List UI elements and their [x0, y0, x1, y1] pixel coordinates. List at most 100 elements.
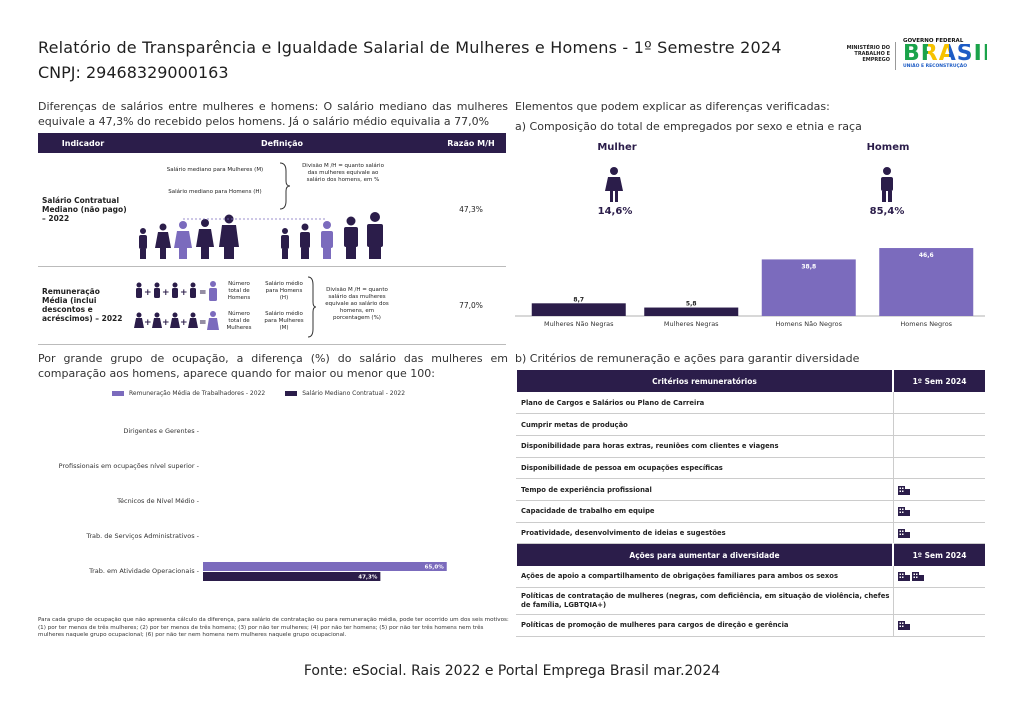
men-label: Homem	[866, 142, 910, 153]
category-label: Mulheres Negras	[664, 320, 719, 328]
table-row: Proatividade, desenvolvimento de ideias …	[516, 522, 985, 545]
actions-period-header: 1º Sem 2024	[892, 543, 985, 566]
avg-division-text: Divisão M /H = quanto salário das mulher…	[325, 286, 389, 321]
table-row: Disponibilidade para horas extras, reuni…	[516, 435, 985, 458]
ministry-label: MINISTÉRIO DO TRABALHO E EMPREGO	[846, 45, 890, 63]
bar-value-label: 8,7	[573, 296, 584, 303]
building-icon	[897, 572, 910, 582]
occupation-footnote: Para cada grupo de ocupação que não apre…	[38, 617, 509, 638]
category-label: Dirigentes e Gerentes -	[123, 427, 199, 435]
legend-swatch	[112, 391, 124, 396]
criteria-mark	[892, 413, 985, 436]
svg-text:+: +	[162, 288, 170, 298]
category-label: Homens Não Negros	[775, 320, 842, 328]
svg-text:+: +	[162, 318, 170, 328]
legend-label: Remuneração Média de Trabalhadores - 202…	[129, 390, 266, 397]
legend-item: Salário Mediano Contratual - 2022	[285, 390, 405, 397]
avg-men-label: Salário médio para Homens (H)	[265, 280, 303, 301]
category-label: Trab. em Atividade Operacionais -	[88, 567, 200, 575]
table-row: Plano de Cargos e Salários ou Plano de C…	[516, 392, 985, 415]
occupation-bar	[203, 572, 381, 581]
def-median-division: Divisão M /H = quanto salário das mulher…	[302, 163, 384, 183]
legend-swatch	[285, 391, 298, 396]
table-row: Políticas de contratação de mulheres (ne…	[516, 587, 985, 615]
definition-average: + + + = + + + = Número total de Homens	[128, 266, 436, 345]
category-label: Profissionais em ocupações nível superio…	[59, 462, 200, 470]
table-row: Ações de apoio a compartilhamento de obr…	[516, 565, 985, 588]
def-median-men: Salário mediano para Homens (H)	[168, 189, 262, 195]
criteria-label: Disponibilidade para horas extras, reuni…	[516, 435, 893, 458]
occupation-chart: Dirigentes e Gerentes - Profissionais em …	[38, 410, 510, 585]
people-figures-icon	[139, 212, 383, 259]
criteria-label: Plano de Cargos e Salários ou Plano de C…	[516, 392, 893, 415]
composition-subtitle: a) Composição do total de empregados por…	[515, 120, 862, 133]
composition-chart: 8,7 Mulheres Não Negras 5,8 Mulheres Negras…	[515, 240, 985, 332]
criteria-label: Capacidade de trabalho em equipe	[516, 500, 893, 523]
criteria-mark	[892, 614, 985, 637]
building-icon	[897, 485, 910, 495]
total-women-label: Número total de Mulheres	[226, 310, 252, 331]
svg-text:+: +	[144, 288, 152, 298]
woman-icon	[605, 167, 623, 202]
table-row: Cumprir metas de produção	[516, 413, 985, 436]
table-row: Tempo de experiência profissional	[516, 478, 985, 501]
indicator-median: Salário Contratual Mediano (não pago) – …	[38, 153, 128, 267]
category-label: Mulheres Não Negras	[544, 320, 614, 328]
def-median-women: Salário mediano para Mulheres (M)	[166, 167, 264, 173]
men-pct: 85,4%	[869, 206, 905, 217]
svg-text:=: =	[199, 318, 207, 328]
criteria-mark	[892, 500, 985, 523]
legend-item: Remuneração Média de Trabalhadores - 202…	[112, 390, 265, 397]
criteria-period-header: 1º Sem 2024	[892, 370, 985, 392]
criteria-subtitle: b) Critérios de remuneração e ações para…	[515, 352, 860, 365]
salary-intro: Diferenças de salários entre mulheres e …	[38, 100, 508, 128]
criteria-mark	[892, 522, 985, 545]
occupation-legend: Remuneração Média de Trabalhadores - 202…	[112, 390, 405, 397]
criteria-mark	[892, 565, 985, 588]
criteria-label: Tempo de experiência profissional	[516, 478, 893, 501]
category-label: Trab. de Serviços Administrativos -	[85, 532, 199, 540]
svg-text:+: +	[144, 318, 152, 328]
report-title: Relatório de Transparência e Igualdade S…	[38, 38, 782, 57]
bar-value-label: 38,8	[801, 263, 816, 270]
col-indicator: Indicador	[38, 133, 128, 153]
category-label: Técnicos de Nível Médio -	[116, 497, 200, 505]
bar-value-label: 65,0%	[425, 565, 445, 571]
indicator-average: Remuneração Média (inclui descontos e ac…	[38, 266, 128, 345]
col-definition: Definição	[128, 133, 436, 153]
criteria-label: Disponibilidade de pessoa em ocupações e…	[516, 457, 893, 480]
composition-bar	[761, 259, 856, 316]
criteria-label: Políticas de contratação de mulheres (ne…	[516, 587, 893, 615]
legend-label: Salário Mediano Contratual - 2022	[302, 390, 406, 397]
criteria-mark	[892, 478, 985, 501]
brace-icon	[307, 276, 317, 337]
criteria-mark	[892, 392, 985, 415]
bar-value-label: 47,3%	[358, 575, 378, 581]
criteria-mark	[892, 435, 985, 458]
source-footer: Fonte: eSocial. Rais 2022 e Portal Empre…	[303, 663, 721, 679]
indicator-table: Indicador Definição Razão M/H Salário Co…	[38, 133, 506, 345]
ratio-average: 77,0%	[436, 266, 506, 345]
criteria-table: Critérios remuneratórios 1º Sem 2024 Pla…	[515, 370, 985, 637]
women-pct: 14,6%	[597, 206, 633, 217]
women-label: Mulher	[597, 142, 637, 153]
bar-value-label: 46,6	[919, 252, 934, 259]
brace-icon	[279, 162, 291, 210]
table-row: Remuneração Média (inclui descontos e ac…	[38, 266, 506, 345]
building-icon	[911, 572, 924, 582]
total-men-label: Número total de Homens	[227, 280, 251, 301]
svg-text:+: +	[180, 318, 188, 328]
occupation-title: Por grande grupo de ocupação, a diferenç…	[38, 352, 508, 380]
criteria-mark	[892, 587, 985, 615]
logo-bottom-text: UNIÃO E RECONSTRUÇÃO	[903, 64, 968, 69]
table-row: Disponibilidade de pessoa em ocupações e…	[516, 457, 985, 480]
right-title: Elementos que podem explicar as diferenç…	[515, 100, 830, 113]
logo-top-text: GOVERNO FEDERAL	[903, 38, 964, 44]
table-row: Capacidade de trabalho em equipe	[516, 500, 985, 523]
col-ratio: Razão M/H	[436, 133, 506, 153]
criteria-label: Proatividade, desenvolvimento de ideias …	[516, 522, 893, 545]
composition-bar	[644, 307, 739, 316]
man-icon	[881, 167, 893, 202]
svg-text:+: +	[180, 288, 188, 298]
building-icon	[897, 507, 910, 517]
